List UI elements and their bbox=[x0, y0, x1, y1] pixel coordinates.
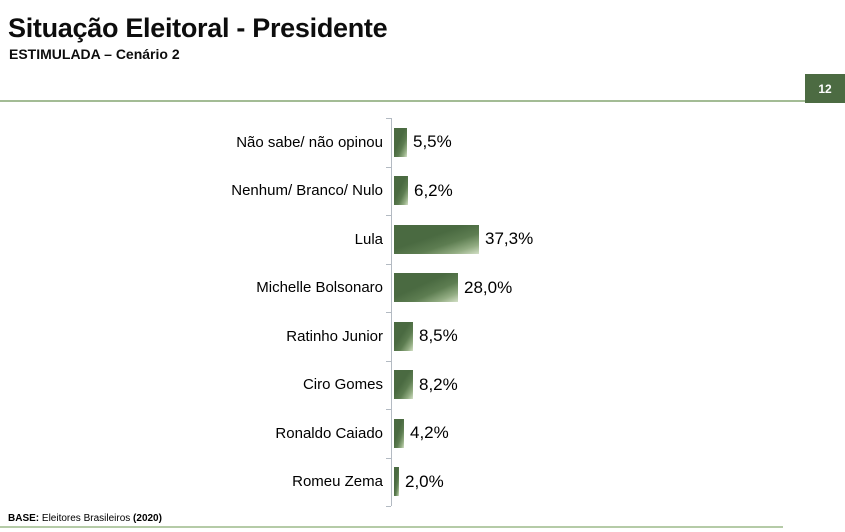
axis-tick bbox=[386, 118, 391, 119]
footnote-base-text: Eleitores Brasileiros bbox=[39, 513, 134, 524]
bar-area: 8,2% bbox=[392, 370, 845, 400]
footnote: BASE: Eleitores Brasileiros (2020) bbox=[8, 513, 162, 524]
footnote-base-label: BASE: bbox=[8, 513, 40, 524]
value-label: 37,3% bbox=[485, 229, 534, 249]
axis-tick bbox=[386, 458, 391, 459]
category-label: Lula bbox=[354, 230, 383, 248]
bar-area: 28,0% bbox=[392, 273, 845, 303]
axis-tick bbox=[386, 215, 391, 216]
bar bbox=[394, 176, 408, 206]
bar-area: 37,3% bbox=[392, 224, 845, 254]
header-divider bbox=[0, 100, 845, 102]
footer-divider bbox=[0, 526, 783, 528]
value-label: 2,0% bbox=[405, 471, 444, 491]
category-axis-line bbox=[391, 118, 392, 506]
axis-tick bbox=[386, 506, 391, 507]
page-number-badge: 12 bbox=[805, 74, 845, 103]
value-label: 5,5% bbox=[413, 132, 452, 152]
value-label: 6,2% bbox=[414, 180, 453, 200]
category-label: Michelle Bolsonaro bbox=[256, 279, 383, 297]
category-label: Ronaldo Caiado bbox=[275, 424, 383, 442]
category-label: Ratinho Junior bbox=[286, 327, 383, 345]
chart-row: Nenhum/ Branco/ Nulo 6,2% bbox=[0, 167, 845, 216]
chart-row: Lula 37,3% bbox=[0, 215, 845, 264]
value-label: 8,5% bbox=[419, 326, 458, 346]
axis-tick bbox=[386, 264, 391, 265]
slide-subtitle: ESTIMULADA – Cenário 2 bbox=[9, 46, 180, 63]
axis-tick bbox=[386, 312, 391, 313]
value-label: 28,0% bbox=[464, 277, 513, 297]
value-label: 4,2% bbox=[410, 423, 449, 443]
bar bbox=[394, 321, 413, 351]
bar bbox=[394, 224, 479, 254]
axis-tick bbox=[386, 167, 391, 168]
category-label: Ciro Gomes bbox=[302, 376, 383, 394]
category-label: Romeu Zema bbox=[292, 473, 383, 491]
slide-title: Situação Eleitoral - Presidente bbox=[8, 13, 388, 43]
bar-chart: Não sabe/ não opinou 5,5% Nenhum/ Branco… bbox=[0, 118, 845, 507]
bar bbox=[394, 127, 407, 157]
bar-area: 2,0% bbox=[392, 467, 845, 497]
chart-row: Não sabe/ não opinou 5,5% bbox=[0, 118, 845, 167]
category-label: Não sabe/ não opinou bbox=[236, 133, 383, 151]
bar bbox=[394, 418, 404, 448]
bar bbox=[394, 370, 413, 400]
chart-row: Michelle Bolsonaro 28,0% bbox=[0, 264, 845, 313]
slide-header: Situação Eleitoral - Presidente ESTIMULA… bbox=[8, 13, 388, 63]
bar-area: 4,2% bbox=[392, 418, 845, 448]
chart-row: Ronaldo Caiado 4,2% bbox=[0, 409, 845, 458]
category-label: Nenhum/ Branco/ Nulo bbox=[231, 182, 383, 200]
chart-row: Ratinho Junior 8,5% bbox=[0, 312, 845, 361]
chart-rows: Não sabe/ não opinou 5,5% Nenhum/ Branco… bbox=[0, 118, 845, 506]
chart-row: Romeu Zema 2,0% bbox=[0, 458, 845, 507]
footnote-base-year: (2020) bbox=[133, 513, 162, 524]
axis-tick bbox=[386, 361, 391, 362]
axis-tick bbox=[386, 409, 391, 410]
bar-area: 6,2% bbox=[392, 176, 845, 206]
bar bbox=[394, 467, 399, 497]
bar bbox=[394, 273, 458, 303]
value-label: 8,2% bbox=[419, 374, 458, 394]
bar-area: 5,5% bbox=[392, 127, 845, 157]
chart-row: Ciro Gomes 8,2% bbox=[0, 361, 845, 410]
bar-area: 8,5% bbox=[392, 321, 845, 351]
